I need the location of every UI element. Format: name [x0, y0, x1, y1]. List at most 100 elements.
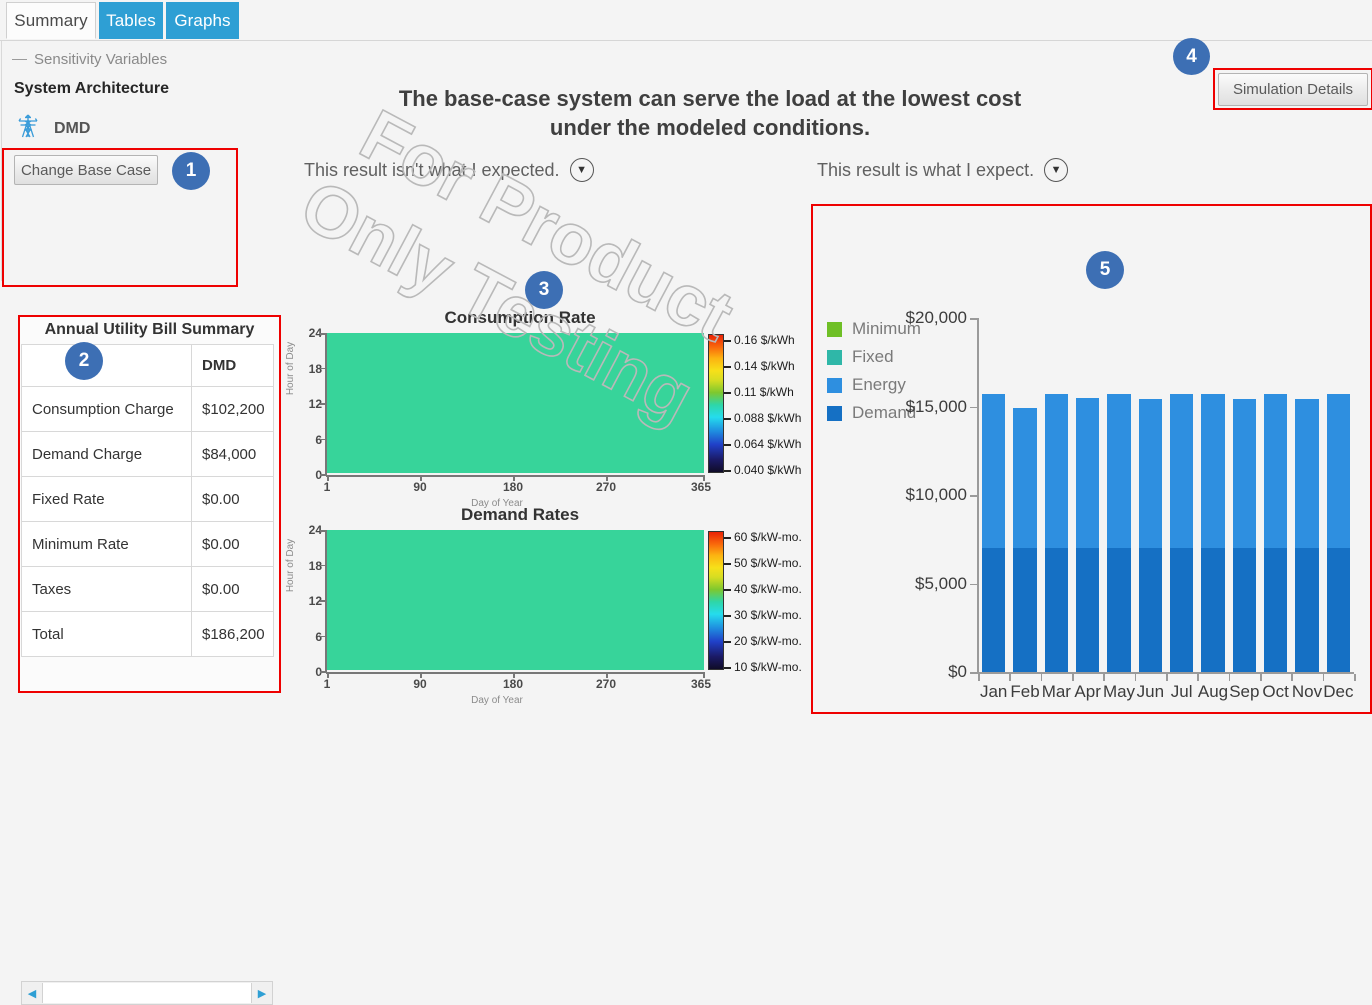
- x-tick-label: 270: [595, 480, 617, 494]
- bar-segment-energy: [1013, 408, 1037, 549]
- x-tick-label: Jul: [1170, 682, 1193, 701]
- scrollbar-track[interactable]: [42, 983, 252, 1003]
- x-tick-label: Mar: [1041, 682, 1071, 701]
- row-label: Minimum Rate: [21, 521, 192, 567]
- sidebar-divider: [1, 41, 2, 281]
- bar-segment-energy: [1107, 394, 1131, 549]
- bar-segment-energy: [982, 394, 1006, 549]
- y-tick-label: 12: [308, 397, 322, 411]
- y-tick-label: 24: [308, 523, 322, 537]
- demand-rates-heatmap: Demand Rates Hour of Day Day of Year 0 6…: [285, 505, 802, 706]
- x-tick-mark: [1322, 674, 1325, 681]
- colorbar: [708, 531, 724, 670]
- bar-segment-energy: [1201, 394, 1225, 549]
- tab-summary[interactable]: Summary: [6, 2, 96, 39]
- bar-sep: [1232, 399, 1256, 672]
- y-tick-label: 0: [315, 468, 322, 482]
- scroll-left-icon[interactable]: ◀: [22, 982, 42, 1004]
- result-expected-label: This result is what I expect.: [817, 159, 1035, 180]
- table-row: Minimum Rate $0.00: [21, 521, 274, 567]
- bar-segment-energy: [1044, 394, 1068, 549]
- callout-badge-5: 5: [1086, 251, 1124, 289]
- x-tick-label: Nov: [1291, 682, 1323, 701]
- x-tick-label: 90: [413, 480, 427, 494]
- table-row: Demand Charge $84,000: [21, 431, 274, 477]
- sensitivity-variables-section[interactable]: Sensitivity Variables: [12, 51, 167, 68]
- x-tick-label: Feb: [1010, 682, 1040, 701]
- simulation-details-button[interactable]: Simulation Details: [1218, 73, 1368, 106]
- result-expected-toggle[interactable]: This result is what I expect. ▼: [817, 158, 1069, 182]
- y-tick-mark: [970, 583, 978, 585]
- annual-utility-bill-table: DMD Consumption Charge $102,200 Demand C…: [21, 344, 274, 657]
- page-headline: The base-case system can serve the load …: [300, 84, 1120, 142]
- y-tick-label: 6: [315, 629, 322, 644]
- x-tick-label: 180: [502, 677, 524, 691]
- colorbar-tick-label: 0.16 $/kWh: [734, 333, 795, 347]
- legend-swatch-demand: [827, 405, 842, 421]
- x-tick-mark: [1166, 674, 1168, 681]
- callout-badge-4: 4: [1173, 38, 1210, 75]
- row-label: Taxes: [21, 566, 192, 612]
- architecture-item-dmd[interactable]: DMD: [14, 112, 90, 145]
- bar-feb: [1013, 408, 1037, 672]
- row-value: $84,000: [191, 431, 274, 477]
- legend-item: Demand: [827, 399, 921, 427]
- chevron-down-icon[interactable]: ▼: [569, 158, 594, 182]
- chevron-down-icon[interactable]: ▼: [1044, 158, 1069, 182]
- x-tick-mark: [978, 674, 980, 681]
- bill-table-title: Annual Utility Bill Summary: [44, 320, 255, 338]
- result-unexpected-label: This result isn't what I expected.: [304, 159, 560, 180]
- x-tick-label: Dec: [1323, 682, 1354, 701]
- y-tick-label: $15,000: [905, 396, 967, 416]
- legend-item: Minimum: [827, 315, 921, 343]
- y-tick-label: $0: [948, 662, 967, 681]
- tab-tables[interactable]: Tables: [99, 2, 163, 39]
- chart-title: Consumption Rate: [444, 308, 596, 327]
- heatmap-plot-area: [326, 333, 704, 473]
- legend-swatch-energy: [827, 377, 842, 393]
- sensitivity-variables-label: Sensitivity Variables: [34, 51, 168, 68]
- bar-segment-demand: [1076, 548, 1100, 672]
- bar-segment-demand: [1232, 548, 1256, 672]
- bar-segment-energy: [1295, 399, 1319, 549]
- result-unexpected-toggle[interactable]: This result isn't what I expected. ▼: [304, 158, 594, 182]
- y-tick-label: 24: [308, 326, 322, 340]
- tab-tables-label: Tables: [106, 10, 156, 30]
- x-tick-mark: [1134, 674, 1137, 681]
- tab-bar: Summary Tables Graphs: [0, 0, 1372, 41]
- architecture-item-label: DMD: [54, 119, 91, 137]
- y-tick-label: 12: [308, 594, 322, 608]
- x-axis-line: [977, 672, 1354, 674]
- row-value: $102,200: [191, 386, 274, 432]
- x-tick-mark: [1009, 674, 1011, 681]
- colorbar-tick-label: 30 $/kW-mo.: [734, 608, 802, 622]
- row-value: $0.00: [191, 566, 274, 612]
- bar-apr: [1076, 397, 1100, 672]
- bar-plot-area: [978, 318, 1354, 672]
- bar-segment-energy: [1264, 394, 1288, 549]
- bar-may: [1107, 394, 1131, 672]
- bar-aug: [1201, 394, 1225, 672]
- row-value: $186,200: [191, 611, 274, 657]
- row-label: Demand Charge: [21, 431, 192, 477]
- row-label: Fixed Rate: [21, 476, 192, 522]
- system-architecture-label: System Architecture: [14, 80, 170, 97]
- change-base-case-button[interactable]: Change Base Case: [14, 155, 158, 185]
- colorbar: [708, 334, 724, 473]
- scroll-right-icon[interactable]: ▶: [252, 982, 272, 1004]
- bar-segment-demand: [1013, 548, 1037, 672]
- row-label: Consumption Charge: [21, 386, 192, 432]
- bar-mar: [1044, 394, 1068, 672]
- colorbar-tick-label: 0.040 $/kWh: [734, 463, 802, 477]
- legend-swatch-minimum: [827, 321, 842, 337]
- colorbar-tick-label: 50 $/kW-mo.: [734, 556, 802, 570]
- x-tick-label: 270: [595, 677, 617, 691]
- y-tick-mark: [970, 495, 978, 497]
- transmission-tower-icon: [14, 112, 42, 145]
- bar-segment-demand: [1295, 548, 1319, 672]
- collapse-dash-icon[interactable]: [12, 58, 27, 61]
- x-axis-label: Day of Year: [471, 498, 523, 509]
- tab-graphs[interactable]: Graphs: [166, 2, 239, 39]
- colorbar-tick-label: 0.14 $/kWh: [734, 359, 795, 373]
- table-horizontal-scrollbar[interactable]: ◀ ▶: [21, 981, 273, 1005]
